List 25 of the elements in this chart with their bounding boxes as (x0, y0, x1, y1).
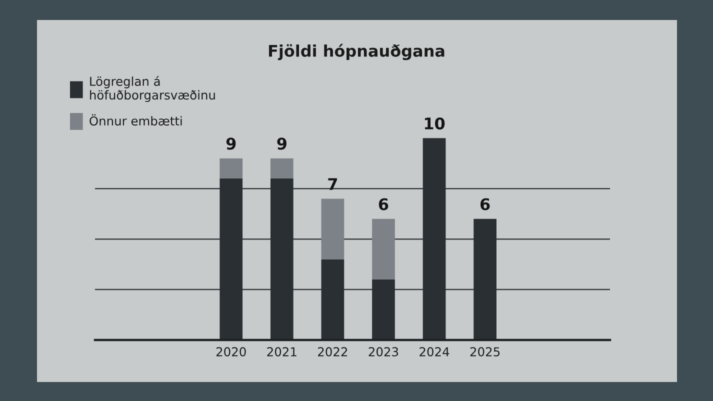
x-tick-label: 2022 (318, 347, 348, 356)
chart-title: Fjöldi hópnauðgana (269, 44, 444, 60)
annotation: 6 (480, 198, 490, 210)
bar (321, 198, 344, 260)
x-tick-label: 2025 (470, 347, 500, 356)
bar (220, 178, 243, 340)
legend-label: Önnur embætti (90, 114, 182, 126)
annotation: 6 (378, 198, 388, 210)
annotation: 9 (277, 138, 286, 150)
annotation: 9 (226, 138, 236, 150)
x-tick-label: 2020 (216, 347, 246, 356)
bar (372, 279, 395, 340)
bar (422, 138, 446, 340)
x-tick-label: 2021 (267, 347, 296, 356)
x-tick-label: 2023 (368, 347, 398, 356)
bar (321, 259, 344, 340)
bar (372, 218, 395, 280)
annotation: 7 (328, 178, 337, 190)
bar (270, 158, 294, 179)
bar (220, 158, 243, 179)
legend-label: Lögreglan á höfuðborgarsvæðinu (90, 76, 215, 102)
bar (474, 218, 496, 340)
bar (270, 178, 294, 340)
annotation: 10 (424, 117, 445, 130)
x-tick-label: 2024 (420, 347, 450, 356)
